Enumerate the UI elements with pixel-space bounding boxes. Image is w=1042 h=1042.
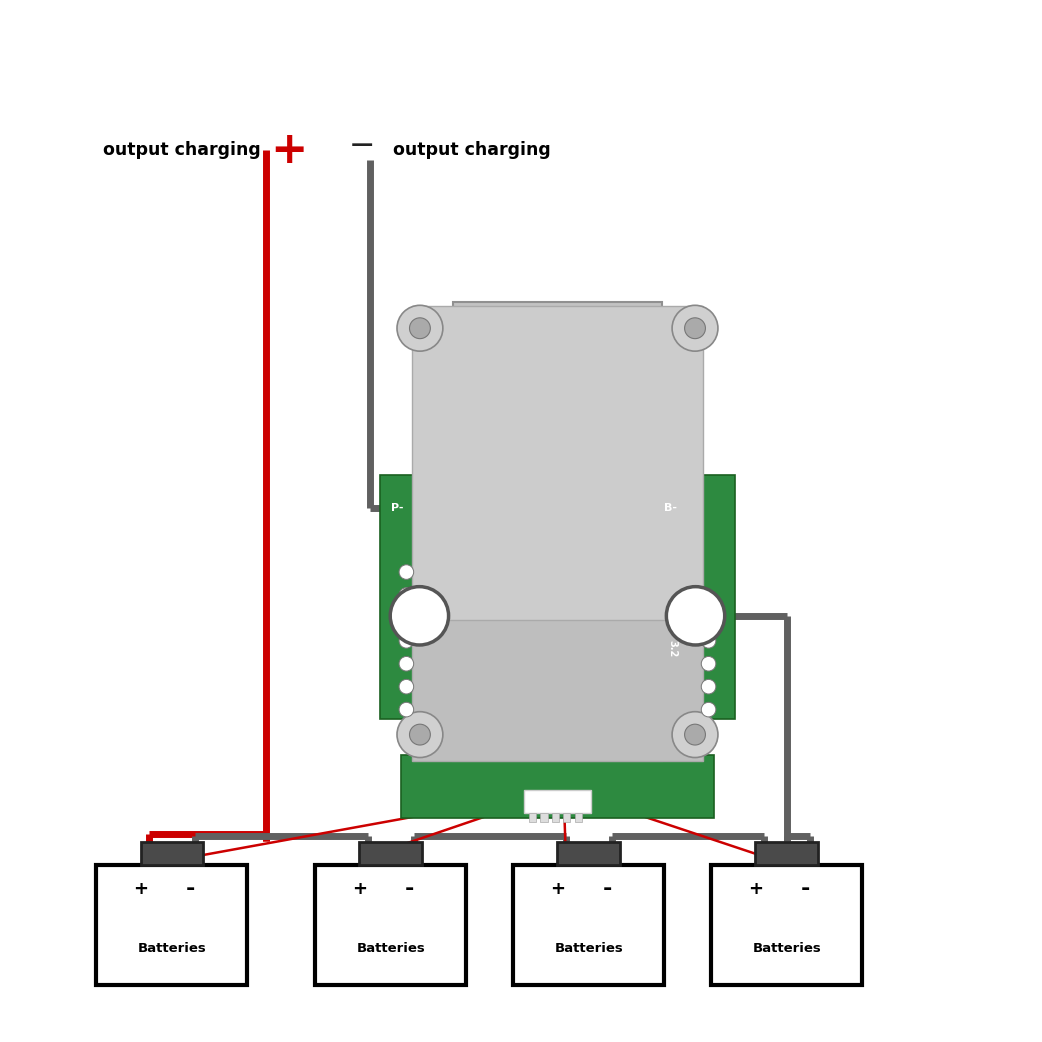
Text: Batteries: Batteries (356, 942, 425, 956)
Circle shape (672, 712, 718, 758)
Bar (557, 842, 620, 865)
Text: Batteries: Batteries (138, 942, 206, 956)
Circle shape (399, 588, 414, 602)
Circle shape (410, 724, 430, 745)
Bar (711, 865, 863, 985)
Bar (401, 755, 714, 818)
Circle shape (399, 634, 414, 648)
Circle shape (399, 679, 414, 694)
Text: -: - (801, 878, 810, 899)
Text: output charging: output charging (103, 141, 260, 159)
Bar (528, 813, 536, 822)
Text: 3.2: 3.2 (667, 640, 677, 658)
Bar (563, 813, 571, 822)
Text: +: + (748, 879, 763, 898)
Bar (523, 790, 591, 813)
Text: +: + (550, 879, 565, 898)
Text: P-: P- (391, 503, 403, 513)
Circle shape (701, 634, 716, 648)
Circle shape (397, 305, 443, 351)
Circle shape (667, 587, 725, 645)
Circle shape (672, 305, 718, 351)
Bar (141, 842, 203, 865)
Text: -: - (603, 878, 612, 899)
Bar (453, 302, 662, 761)
Circle shape (399, 702, 414, 717)
Bar (551, 813, 559, 822)
Text: Batteries: Batteries (554, 942, 623, 956)
Bar (755, 842, 818, 865)
Circle shape (397, 712, 443, 758)
Bar (575, 813, 581, 822)
Bar (513, 865, 665, 985)
Circle shape (701, 656, 716, 671)
Text: -: - (187, 878, 195, 899)
Circle shape (701, 702, 716, 717)
Circle shape (399, 656, 414, 671)
Bar (380, 475, 458, 719)
Text: +: + (133, 879, 148, 898)
Circle shape (410, 318, 430, 339)
Circle shape (390, 587, 448, 645)
Text: —: — (350, 134, 373, 155)
Bar (412, 620, 703, 761)
Circle shape (701, 679, 716, 694)
Bar (412, 306, 703, 635)
Text: Batteries: Batteries (752, 942, 821, 956)
Bar (97, 865, 247, 985)
Circle shape (399, 565, 414, 579)
Bar (656, 475, 735, 719)
Circle shape (685, 724, 705, 745)
Text: +: + (270, 128, 307, 172)
Bar (540, 813, 547, 822)
Text: +: + (352, 879, 367, 898)
Text: output charging: output charging (393, 141, 550, 159)
Text: -: - (405, 878, 414, 899)
Bar (359, 842, 422, 865)
Bar (315, 865, 467, 985)
Circle shape (685, 318, 705, 339)
Circle shape (399, 611, 414, 625)
Text: B-: B- (664, 503, 676, 513)
